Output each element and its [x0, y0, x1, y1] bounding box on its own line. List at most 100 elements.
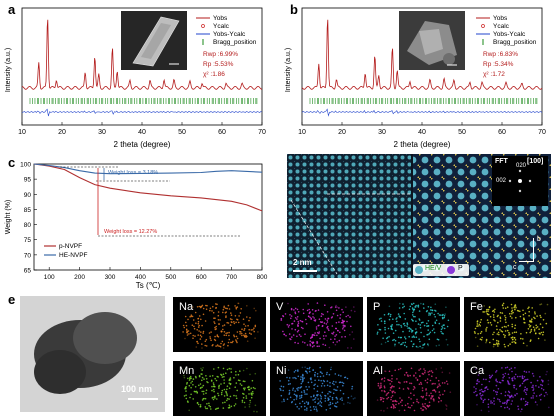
y-tick-label: 95	[24, 177, 32, 184]
zone-axis-label: [100]	[527, 158, 544, 165]
sem-inset-b	[399, 11, 465, 70]
x-tick-label: 200	[74, 274, 85, 281]
x-tick-label: 60	[498, 129, 506, 136]
tga-legend: p-NVPF HE-NVPF	[44, 243, 88, 259]
eds-map-label: Na	[179, 301, 194, 313]
sem-particle-image	[399, 11, 465, 70]
legend-p: P	[458, 265, 463, 272]
x-tick-label: 50	[458, 129, 466, 136]
tga-ticks: 100 200 300 400 500 600 700 800 100 95 90 85 80 75 70 6…	[20, 162, 268, 282]
eds-map-v: V	[270, 297, 363, 352]
legend-yobs: Yobs	[213, 15, 228, 22]
xrd-a-obs-curve	[21, 19, 263, 90]
ann-weight-loss-2: Weight loss = 12.27%	[104, 229, 157, 235]
sem-inset-a	[121, 11, 187, 70]
x-tick-label: 10	[298, 129, 306, 136]
eds-map-dots	[279, 366, 356, 412]
eds-map-label: Ca	[470, 365, 485, 377]
xrd-b-xlabel: 2 theta (degree)	[394, 140, 451, 149]
eds-map-dots	[376, 367, 452, 412]
x-tick-label: 10	[18, 129, 26, 136]
tem-scale-label: 100 nm	[121, 384, 153, 394]
x-tick-label: 500	[165, 274, 176, 281]
x-tick-label: 30	[98, 129, 106, 136]
stat-rwp: Rwp :6.99%	[203, 51, 238, 58]
x-tick-label: 800	[257, 274, 268, 281]
stem-scale-bar	[293, 270, 317, 272]
stem-image-panel: FFT [100] 020 002 2 nm HE/V P b c	[287, 154, 551, 278]
sem-crystal-image	[121, 11, 187, 70]
legend-ycalc: Ycalc	[493, 23, 510, 30]
xrd-a-bragg-ticks	[29, 98, 258, 104]
y-tick-label: 100	[20, 162, 31, 169]
eds-map-dots	[473, 366, 550, 413]
panel-label-a: a	[8, 2, 16, 17]
eds-map-na: Na	[173, 297, 266, 352]
hev-atom-icon	[415, 266, 423, 274]
eds-map-al: Al	[367, 361, 460, 416]
xrd-plot-b: 10 20 30 40 50 60 70 Intensity (a.u.) 2 theta …	[285, 7, 546, 149]
tga-annotations: Weight loss = 3.18% Weight loss = 12.27%	[60, 166, 240, 237]
axis-c-label: c	[513, 264, 517, 271]
axis-b-label: b	[537, 236, 541, 243]
tem-particle-image	[20, 296, 165, 412]
eds-map-ca: Ca	[464, 361, 554, 416]
obs-line	[21, 19, 263, 90]
x-tick-label: 300	[105, 274, 116, 281]
x-tick-label: 100	[44, 274, 55, 281]
fft-spot-002: 002	[496, 178, 507, 184]
xrd-plot-a: 10 20 30 40 50 60 70 Intensity (a.u.) 2 theta …	[5, 7, 266, 149]
xrd-a-x-ticks: 10 20 30 40 50 60 70	[18, 122, 266, 136]
xrd-b-legend: Yobs Ycalc Yobs-Ycalc Bragg_position Rwp…	[476, 15, 537, 78]
x-tick-label: 30	[378, 129, 386, 136]
xrd-a-xlabel: 2 theta (degree)	[114, 140, 171, 149]
eds-map-dots	[280, 302, 356, 349]
xrd-a-legend: Yobs Ycalc Yobs-Ycalc Bragg_position Rwp…	[196, 15, 257, 78]
stat-rp: Rp :5.34%	[483, 61, 514, 68]
eds-map-label: Fe	[470, 301, 483, 313]
axis-c-arrow	[519, 261, 534, 262]
eds-map-label: Ni	[276, 365, 287, 377]
xrd-a-ylabel: Intensity (a.u.)	[5, 48, 12, 92]
legend-bragg: Bragg_position	[213, 39, 257, 46]
panel-label-e: e	[8, 292, 16, 307]
eds-map-label: P	[373, 301, 381, 313]
stem-scale-label: 2 nm	[293, 258, 312, 267]
eds-map-fe: Fe	[464, 297, 554, 352]
y-tick-label: 70	[24, 252, 32, 259]
eds-map-p: P	[367, 297, 460, 352]
tga-frame	[33, 163, 263, 271]
eds-map-dots	[376, 302, 450, 349]
x-tick-label: 20	[338, 129, 346, 136]
x-tick-label: 70	[538, 129, 546, 136]
eds-map-dots	[183, 366, 258, 413]
eds-map-label: V	[276, 301, 284, 313]
eds-map-ni: Ni	[270, 361, 363, 416]
x-tick-label: 50	[178, 129, 186, 136]
tem-scale-bar	[128, 398, 158, 400]
p-atom-icon	[447, 266, 455, 274]
y-tick-label: 90	[24, 192, 32, 199]
x-tick-label: 400	[135, 274, 146, 281]
legend-diff: Yobs-Ycalc	[213, 31, 246, 38]
tga-xlabel: Ts (℃)	[136, 281, 161, 290]
tga-ylabel: Weight (%)	[5, 200, 12, 235]
x-tick-label: 40	[418, 129, 426, 136]
fft-label: FFT	[495, 158, 508, 165]
obs-line	[301, 19, 543, 90]
eds-map-dots	[182, 302, 259, 349]
xrd-b-x-ticks: 10 20 30 40 50 60 70	[298, 122, 546, 136]
legend-swatch-ycalc	[201, 24, 205, 28]
y-tick-label: 65	[24, 268, 32, 275]
legend-swatch-ycalc	[481, 24, 485, 28]
xrd-a-diff-curve	[21, 108, 263, 117]
eds-map-label: Al	[373, 365, 383, 377]
eds-map-label: Mn	[179, 365, 195, 377]
stat-rwp: Rwp :6.83%	[483, 51, 518, 58]
xrd-b-diff-curve	[301, 108, 543, 117]
x-tick-label: 40	[138, 129, 146, 136]
tga-series-line-0	[33, 163, 263, 212]
x-tick-label: 20	[58, 129, 66, 136]
eds-map-mn: Mn	[173, 361, 266, 416]
eds-map-dots	[473, 302, 549, 348]
